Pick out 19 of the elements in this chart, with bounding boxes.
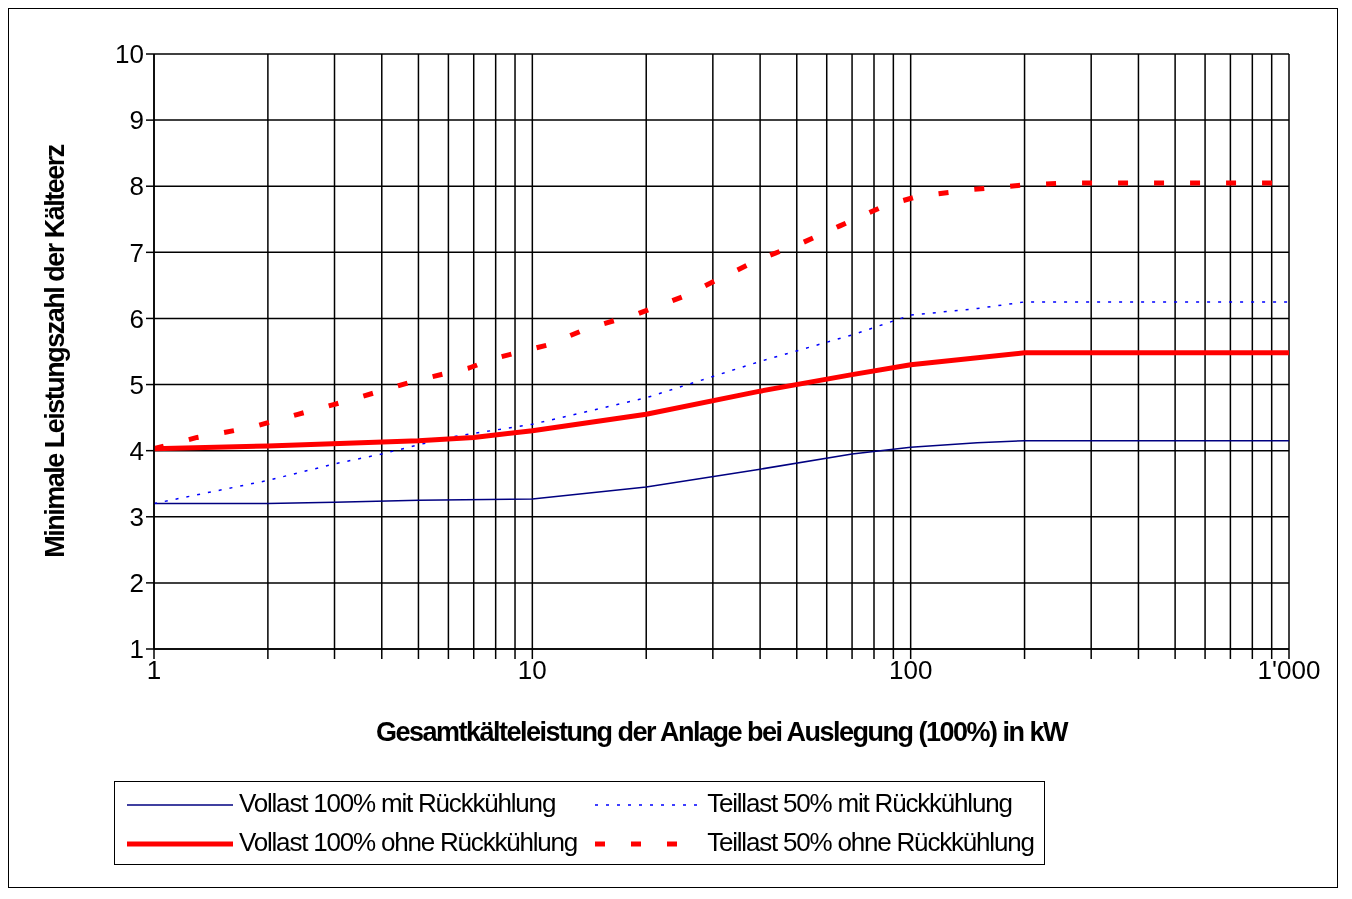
x-tick-label: 100 [888, 655, 933, 686]
y-tick-label: 6 [129, 303, 144, 334]
x-tick-label: 10 [517, 655, 547, 686]
y-tick-label: 5 [129, 369, 144, 400]
y-tick-label: 2 [129, 568, 144, 599]
legend-label: Vollast 100% ohne Rückkühlung [238, 827, 578, 858]
y-tick-label: 3 [129, 502, 144, 533]
y-tick-label: 7 [129, 237, 144, 268]
y-tick-label: 8 [129, 171, 144, 202]
y-axis-title: Minimale Leistungszahl der Kälteerz [39, 144, 70, 558]
y-tick-label: 4 [129, 435, 144, 466]
x-tick-label: 1'000 [1257, 655, 1321, 686]
legend-label: Vollast 100% mit Rückkühlung [238, 788, 557, 819]
y-tick-label: 1 [129, 634, 144, 665]
legend-label: Teillast 50% mit Rückkühlung [706, 788, 1013, 819]
y-tick-label: 9 [129, 105, 144, 136]
legend-label: Teillast 50% ohne Rückkühlung [706, 827, 1034, 858]
x-axis-title: Gesamtkälteleistung der Anlage bei Auslegung (100%) in kW [375, 717, 1070, 747]
y-tick-label: 10 [115, 39, 144, 70]
